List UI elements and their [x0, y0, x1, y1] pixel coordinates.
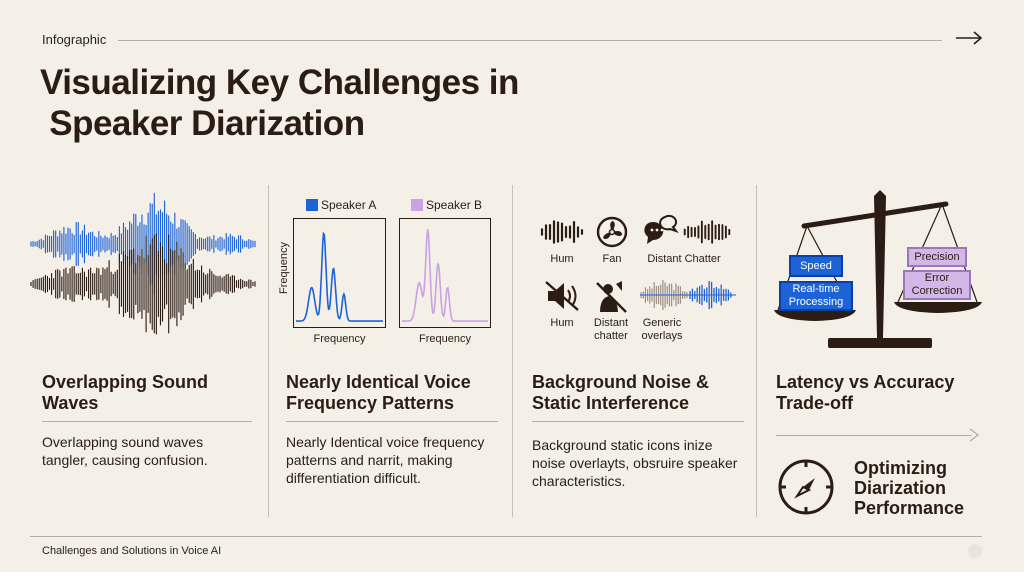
arrow-right-icon[interactable] — [964, 428, 980, 442]
noise-label-fan: Fan — [602, 253, 622, 265]
speed-box: Speed — [789, 255, 843, 277]
column-1-divider — [42, 421, 252, 422]
error-correction-box: Error Correction — [903, 270, 971, 300]
y-axis-label: Frequency — [278, 242, 290, 294]
realtime-processing-box: Real-time Processing — [779, 281, 853, 311]
generic-overlay-waveform — [640, 279, 736, 311]
column-4-divider — [776, 435, 972, 436]
noise-label-generic: Generic overlays — [641, 317, 683, 342]
column-1-body: Overlapping sound waves tangler, causing… — [42, 434, 208, 468]
speaker-a-label: Speaker A — [321, 198, 377, 212]
column-4-title: Latency vs Accuracy Trade-off — [776, 372, 955, 413]
noise-label-chatter: Distant Chatter — [647, 253, 721, 265]
waveform-icon — [540, 220, 584, 244]
noise-label-distant: Distant chatter — [593, 317, 629, 342]
column-divider — [268, 185, 269, 517]
mute-speaker-icon — [545, 281, 579, 311]
column-divider — [756, 185, 757, 517]
x-axis-label-a: Frequency — [313, 333, 366, 345]
waveform-icon — [683, 220, 731, 244]
column-2-divider — [286, 421, 498, 422]
footer-text: Challenges and Solutions in Voice AI — [42, 545, 222, 557]
arrow-right-icon[interactable] — [955, 28, 983, 48]
speaker-b-swatch — [411, 199, 423, 211]
title-line-1: Visualizing Key Challenges in — [40, 63, 519, 102]
column-1-title: Overlapping Sound Waves — [42, 372, 209, 413]
column-2-body: Nearly Identical voice frequency pattern… — [286, 434, 485, 486]
column-3-body: Background static icons inize noise over… — [532, 437, 738, 489]
column-2-title: Nearly Identical Voice Frequency Pattern… — [286, 372, 471, 413]
speaker-a-swatch — [306, 199, 318, 211]
overlapping-waveform-illustration — [30, 192, 256, 335]
compass-icon — [778, 459, 834, 515]
chat-bubbles-icon — [644, 214, 679, 244]
footer-divider — [30, 536, 982, 537]
page-title: Visualizing Key Challenges in Speaker Di… — [40, 62, 519, 144]
infographic-label: Infographic — [42, 32, 107, 47]
top-divider — [118, 40, 942, 41]
speaker-a-frequency-plot — [293, 218, 386, 328]
column-divider — [512, 185, 513, 517]
footer-dot — [968, 544, 982, 558]
precision-box: Precision — [907, 247, 967, 267]
fan-icon — [596, 216, 628, 248]
noise-label-hum-2: Hum — [550, 317, 574, 329]
column-3-title: Background Noise & Static Interference — [532, 372, 710, 413]
muted-person-icon — [596, 281, 627, 313]
title-line-2: Speaker Diarization — [40, 104, 365, 143]
optimizing-label: Optimizing Diarization Performance — [854, 458, 965, 518]
column-3-divider — [532, 421, 744, 422]
speaker-b-frequency-plot — [399, 218, 491, 328]
x-axis-label-b: Frequency — [419, 333, 471, 345]
noise-label-hum: Hum — [550, 253, 574, 265]
speaker-b-label: Speaker B — [426, 198, 483, 212]
